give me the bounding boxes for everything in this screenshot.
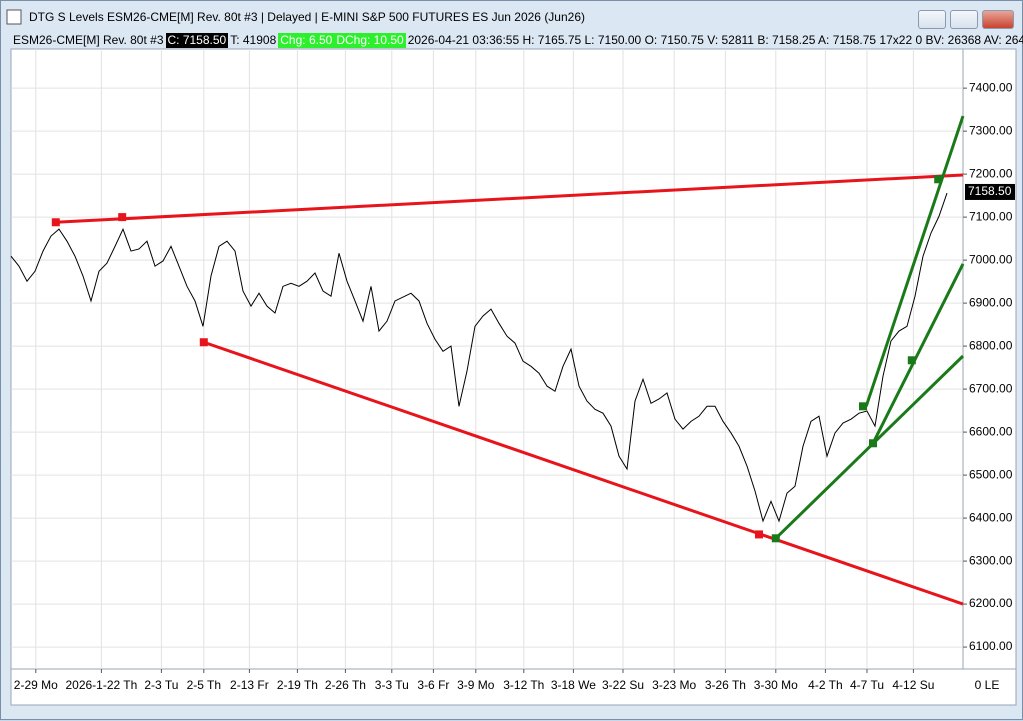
info-item: 2026-04-21 03:36:55 H: 7165.75 L: 7150.0… [407, 33, 1023, 47]
anchor-marker [869, 439, 877, 448]
x-tick-label: 3-23 Mo [652, 678, 696, 692]
x-tick-label: 3-26 Th [705, 678, 746, 692]
trend-line [871, 263, 965, 444]
y-tick-label: 6500.00 [969, 467, 1013, 481]
anchor-marker [755, 530, 763, 539]
y-tick-label: 7000.00 [969, 252, 1013, 266]
info-item: DChg: 10.50 [334, 33, 406, 48]
anchor-marker [859, 402, 867, 411]
info-item: C: 7158.50 [165, 33, 229, 48]
x-tick-label: 3-22 Su [602, 678, 644, 692]
info-bar: ESM26-CME[M] Rev. 80t #3 C: 7158.50 T: 419… [11, 33, 1023, 48]
last-price-box [965, 183, 1015, 200]
status: 0 LE [975, 678, 1000, 692]
anchor-marker [118, 213, 127, 222]
x-tick-label: 3-12 Th [503, 678, 544, 692]
trend-line [55, 173, 964, 224]
x-tick-label: 3-18 We [551, 678, 596, 692]
x-tick-label: 2-19 Th [277, 678, 318, 692]
info-item: T: 41908 [230, 33, 277, 47]
y-tick-label: 6900.00 [969, 295, 1013, 309]
x-tick-label: 2-29 Mo [14, 678, 58, 692]
plot-area [10, 48, 964, 670]
anchor-marker [934, 175, 943, 184]
x-tick-label: 3-30 Mo [754, 678, 798, 692]
x-tick-label: 2026-1-22 Th [65, 678, 137, 692]
y-tick-label: 6700.00 [969, 381, 1013, 395]
trend-line [203, 340, 964, 606]
y-tick-label: 7200.00 [969, 166, 1013, 180]
price-axis [962, 48, 1017, 670]
y-tick-label: 6300.00 [969, 553, 1013, 567]
x-tick-label: 3-3 Tu [375, 678, 409, 692]
maximize-button[interactable] [950, 10, 978, 29]
anchor-marker [907, 356, 916, 365]
y-tick-label: 6800.00 [969, 338, 1013, 352]
window-title: DTG S Levels ESM26-CME[M] Rev. 80t #3 | … [29, 10, 586, 24]
close-button[interactable] [982, 10, 1014, 29]
x-tick-label: 3-9 Mo [457, 678, 495, 692]
y-tick-label: 7400.00 [969, 80, 1013, 94]
app-icon [6, 9, 22, 25]
x-tick-label: 4-2 Th [808, 678, 842, 692]
y-tick-label: 6200.00 [969, 596, 1013, 610]
y-tick-label: 6400.00 [969, 510, 1013, 524]
x-tick-label: 2-26 Th [325, 678, 366, 692]
x-tick-label: 2-5 Th [187, 678, 221, 692]
x-tick-label: 4-7 Tu [850, 678, 884, 692]
time-axis [10, 668, 1017, 706]
y-tick-label: 7100.00 [969, 209, 1013, 223]
x-tick-label: 3-6 Fr [417, 678, 449, 692]
anchor-marker [771, 534, 780, 543]
anchor-marker [199, 338, 208, 347]
x-tick-label: 2-3 Tu [144, 678, 178, 692]
x-tick-label: 2-13 Fr [230, 678, 269, 692]
info-item: Chg: 6.50 [278, 33, 335, 48]
y-tick-label: 6600.00 [969, 424, 1013, 438]
trend-line [864, 115, 965, 407]
y-tick-label: 7300.00 [969, 123, 1013, 137]
x-tick-label: 4-12 Su [892, 678, 934, 692]
y-tick-label: 6100.00 [969, 639, 1013, 653]
price-line [10, 192, 948, 523]
minimize-button[interactable] [918, 10, 946, 29]
anchor-marker [51, 218, 60, 227]
info-item: ESM26-CME[M] Rev. 80t #3 [13, 33, 164, 47]
last-price-label: 7158.50 [968, 184, 1012, 198]
